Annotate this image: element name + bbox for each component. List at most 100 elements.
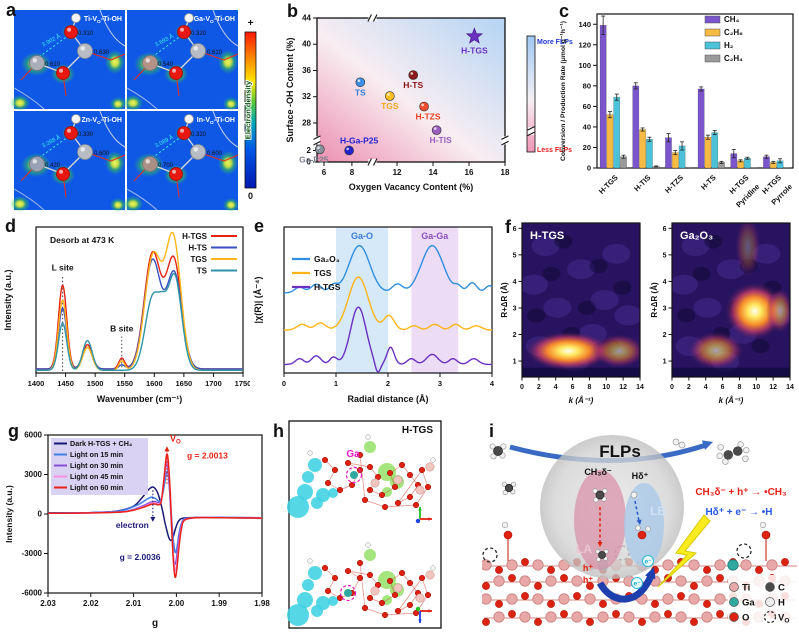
x-tick: 2.02 <box>83 599 99 608</box>
lb-label: LB <box>650 504 666 518</box>
legend-label: H <box>778 598 785 609</box>
y-tick: 0 <box>38 510 43 519</box>
wt-blob <box>687 331 745 370</box>
panel-letter-f: f <box>505 217 511 237</box>
y-axis-title: R+ΔR (Å) <box>650 282 659 318</box>
legend-label: TS <box>197 267 208 276</box>
y-tick: -3000 <box>22 549 43 558</box>
x-tick: 8 <box>587 384 591 391</box>
annotation-g-value-electron: g = 2.0036 <box>120 552 161 562</box>
gas-molecules <box>489 438 750 496</box>
wt-blob <box>766 287 790 334</box>
legend-label: Dark H-TGS + CH₄ <box>70 439 133 448</box>
charge-label-oh: 0.320 <box>191 31 207 37</box>
x-tick: 14 <box>429 168 438 177</box>
x-tick: 2.01 <box>126 599 142 608</box>
point-label: TS <box>355 87 366 97</box>
x-tick: 14 <box>636 384 644 391</box>
bar-H₂-4 <box>744 157 751 169</box>
x-tick: 1450 <box>57 379 74 388</box>
charge-label-ti: 0.630 <box>94 50 110 56</box>
legend-box <box>51 438 148 495</box>
x-axis-title: Oxygen Vacancy Content (%) <box>349 182 474 192</box>
y-tick: 140 <box>578 20 591 29</box>
y-tick: 40 <box>302 40 311 49</box>
bar-C₂H₄-4 <box>750 167 758 169</box>
panel-b-scatter-plot: 6 8 12 14 16 18 0 2 28 32 36 40 44 Ga-P25 H-Ga-P25 TS TG… <box>285 14 573 193</box>
panel-letter-b: b <box>287 1 298 21</box>
band-label: Ga-Ga <box>421 231 449 241</box>
panel-e-exafs-spectra: Ga-O Ga-Ga 0 1 2 3 4 Radial distance (Å) |χ(R)| … <box>253 226 495 404</box>
x-tick: 2.00 <box>169 599 185 608</box>
x-axis-title: g <box>152 618 158 629</box>
y-tick: 80 <box>583 81 591 90</box>
legend-label: C₂H₄ <box>724 54 743 63</box>
y-tick: 0 <box>307 158 312 167</box>
legend-swatch-C₂H₆ <box>704 28 721 37</box>
legend-atom-icon-H <box>765 597 775 607</box>
x-tick: 0 <box>520 384 524 391</box>
reaction-blue: Hδ⁺ + e⁻ → •H <box>705 507 772 518</box>
category-label: H-TGS <box>597 173 620 196</box>
series-H-TGS <box>284 306 492 373</box>
panel-g-epr-spectra: 2.03 2.02 2.01 2.00 1.99 1.98 -6000 -3000 0 3000 6… <box>4 431 270 630</box>
bar-CH₄-3 <box>697 88 705 169</box>
x-tick: 6 <box>571 384 575 391</box>
atom-legend: Ti Ga O CH VO <box>729 582 789 625</box>
legend-atom-icon-Ti <box>729 582 739 592</box>
point-label: H-TIS <box>430 135 453 145</box>
electron-label: e⁻ <box>633 581 641 588</box>
x-tick: 1650 <box>176 379 193 388</box>
x-tick: 10 <box>602 384 610 391</box>
lewis-base-ellipse <box>624 483 664 567</box>
annotation-vo: VO <box>170 434 181 446</box>
site-marker-label: B site <box>110 324 133 334</box>
hole-label: h⁺ <box>583 563 593 573</box>
y-axis-title: Conversion / Production Rate (μmol g⁻¹h⁻… <box>560 21 567 161</box>
y-tick: 1 <box>513 359 517 366</box>
x-tick: 16 <box>465 168 474 177</box>
bar-H₂-1 <box>646 139 653 169</box>
data-point-Ga-P25: Ga-P25 <box>299 144 329 164</box>
x-tick: 1.98 <box>254 599 270 608</box>
legend-label: Ga₂O₃ <box>314 254 340 264</box>
charge-label-oh: 0.310 <box>78 31 94 37</box>
y-tick: 3 <box>663 305 667 312</box>
more-flps-label: More FLPs <box>537 39 573 46</box>
panel-letter-i: i <box>489 421 495 441</box>
legend-label: Light on 15 min <box>70 450 123 459</box>
annotation-electron: electron <box>116 520 149 530</box>
y-axis-title: Surface -OH Content (%) <box>285 37 295 142</box>
x-tick: 12 <box>769 384 777 391</box>
y-tick: 20 <box>583 143 591 152</box>
y-tick: 32 <box>302 92 311 101</box>
x-tick: 1700 <box>205 379 222 388</box>
data-point-H-TZS: H-TZS <box>416 101 441 122</box>
y-tick: 44 <box>302 14 311 23</box>
legend-label: TGS <box>191 255 208 264</box>
x-tick: 0 <box>282 379 286 388</box>
x-axis-title: Wavenumber (cm⁻¹) <box>97 394 182 404</box>
bar-CH₄-0 <box>599 25 607 169</box>
legend-atom-icon-O <box>729 612 739 622</box>
x-tick: 2 <box>386 379 390 388</box>
legend-vacancy-icon <box>763 610 777 624</box>
x-tick: 1.99 <box>211 599 227 608</box>
legend-label: Light on 30 min <box>70 461 123 470</box>
x-tick: 0 <box>670 384 674 391</box>
category-label: H-TS <box>699 173 718 192</box>
charge-label-oh: 0.330 <box>78 132 94 138</box>
legend-label: H-TGS <box>314 282 341 292</box>
colorbar-max-label: + <box>248 18 254 29</box>
data-point-TS: TS <box>355 77 366 97</box>
legend-label: H-TGS <box>182 232 208 241</box>
electron-label: e⁻ <box>644 559 652 566</box>
y-tick: 3000 <box>24 470 42 479</box>
light-bolt <box>657 514 711 588</box>
